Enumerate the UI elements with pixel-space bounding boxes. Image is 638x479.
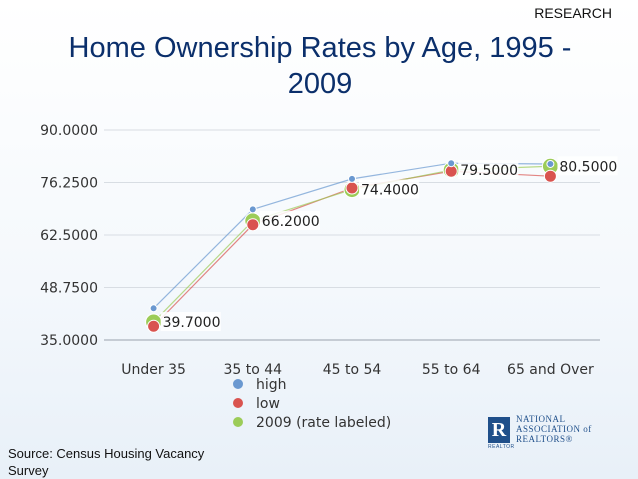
- grid-lines: [104, 129, 600, 288]
- x-tick-labels: Under 35 35 to 44 45 to 54 55 to 64 65 and O…: [121, 362, 594, 378]
- x-tick-label: Under 35: [121, 362, 186, 378]
- data-label: 74.4000: [361, 183, 419, 199]
- slide-title: Home Ownership Rates by Age, 1995 - 2009: [68, 32, 572, 100]
- logo-line-1: NATIONAL: [516, 414, 566, 424]
- data-labels: 39.7000 66.2000 74.4000 79.5000 80.5000: [160, 156, 618, 332]
- data-label-bg: [359, 179, 420, 199]
- data-point-1-4: [543, 169, 557, 183]
- logo-text: NATIONAL ASSOCIATION of REALTORS®: [516, 414, 606, 444]
- data-point-0-2: [348, 174, 356, 183]
- x-tick-label: 65 and Over: [507, 362, 594, 378]
- legend-label-2: 2009 (rate labeled): [256, 415, 391, 431]
- realtor-logo-icon: R: [488, 417, 510, 443]
- x-tick-label: 45 to 54: [323, 362, 382, 378]
- x-tick-label: 35 to 44: [224, 362, 283, 378]
- legend-swatch-1: [233, 398, 243, 408]
- logo-line-3: REALTORS®: [516, 434, 573, 444]
- logo-sub: REALTOR: [488, 444, 515, 450]
- y-tick-label: 90.0000: [40, 123, 98, 139]
- y-tick-label: 35.0000: [40, 333, 98, 349]
- data-label: 80.5000: [559, 159, 617, 175]
- nar-logo: R REALTOR NATIONAL ASSOCIATION of REALTO…: [488, 413, 608, 453]
- y-tick-label: 48.7500: [40, 281, 98, 297]
- legend-swatch-2: [233, 417, 243, 427]
- logo-line-2: ASSOCIATION of: [516, 424, 592, 434]
- data-label: 39.7000: [163, 315, 221, 331]
- y-tick-label: 62.5000: [40, 228, 98, 244]
- data-label-bg: [259, 210, 320, 230]
- y-tick-labels: 35.0000 48.7500 62.5000 76.2500 90.0000: [40, 123, 98, 349]
- data-point-0-1: [248, 205, 257, 214]
- data-point-0-3: [447, 159, 456, 168]
- legend-label-1: low: [256, 396, 280, 412]
- legend: high low 2009 (rate labeled): [233, 377, 391, 431]
- x-tick-label: 55 to 64: [422, 362, 481, 378]
- data-point-0-4: [546, 159, 555, 168]
- source-note: Source: Census Housing Vacancy Survey: [8, 446, 205, 478]
- corner-label: RESEARCH: [534, 5, 612, 21]
- data-point-1-2: [345, 181, 359, 195]
- legend-swatch-0: [233, 379, 243, 389]
- legend-label-0: high: [256, 377, 287, 393]
- data-point-0-0: [149, 304, 158, 313]
- y-tick-label: 76.2500: [40, 176, 98, 192]
- data-points: [145, 157, 559, 333]
- data-label-bg: [458, 160, 519, 180]
- data-point-1-1: [246, 218, 260, 232]
- data-label: 66.2000: [262, 214, 320, 230]
- data-point-1-0: [147, 319, 161, 333]
- data-label-bg: [557, 156, 618, 176]
- data-label: 79.5000: [460, 163, 518, 179]
- data-label-bg: [160, 312, 221, 332]
